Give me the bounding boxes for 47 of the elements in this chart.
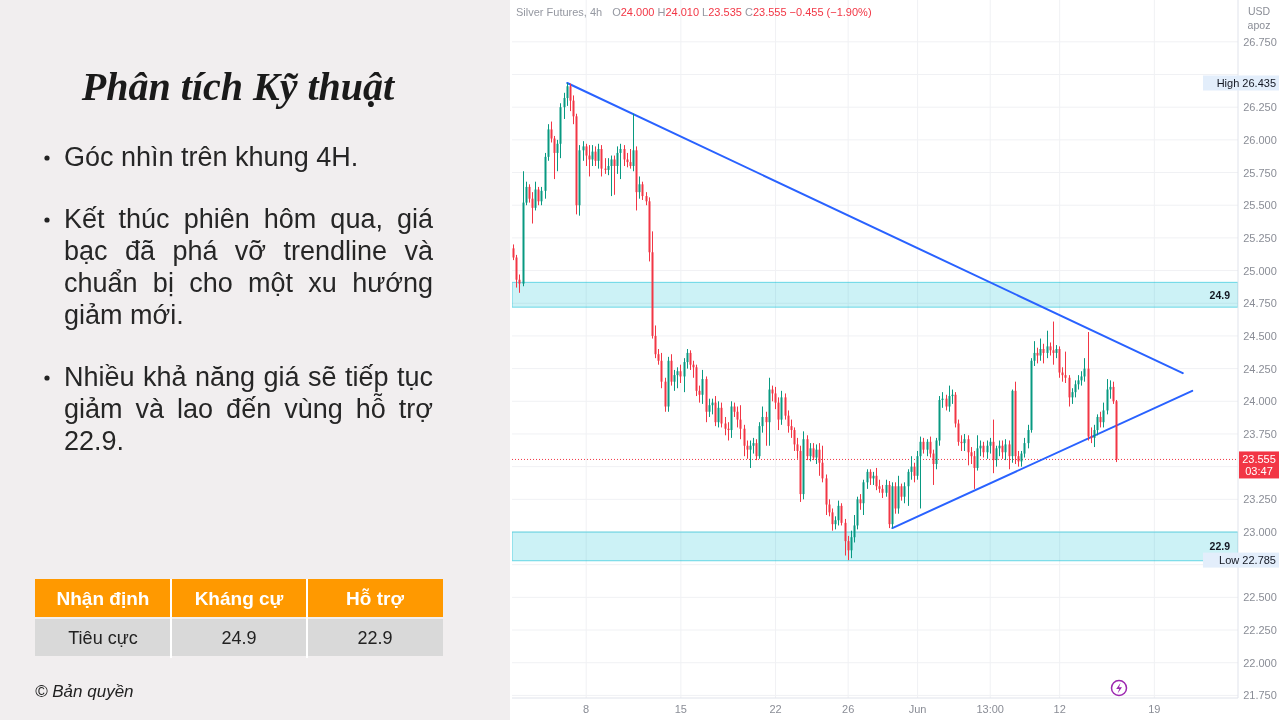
category-label: Hỗ trợ: [346, 587, 405, 609]
text: 22.9: [357, 627, 393, 648]
category-label: Nhận định: [56, 587, 150, 609]
y-tick-label: 22.000: [1243, 656, 1277, 669]
y-tick-label: 25.250: [1243, 231, 1277, 244]
text: Nhiều khả năng giá sẽ tiếp tục giảm và lao đến vùng hỗ trợ 22.9.: [64, 362, 434, 456]
band-label: 22.9: [1209, 540, 1231, 553]
candlestick: [1064, 351, 1067, 383]
x-tick-label: 13:00: [976, 703, 1004, 715]
y-tick-label: 24.750: [1243, 297, 1277, 310]
text: Silver Futures, 4h: [516, 6, 603, 18]
text: Góc nhìn trên khung 4H.: [64, 142, 359, 172]
text: apoz: [1247, 19, 1271, 31]
y-tick-label: 21.750: [1243, 689, 1277, 702]
annotation: Low 22.785: [1219, 554, 1276, 567]
x-tick-label: 8: [583, 703, 590, 715]
y-tick-label: 23.250: [1243, 493, 1277, 506]
x-tick-label: 22: [769, 703, 782, 715]
band-label: 24.9: [1209, 288, 1231, 301]
annotation: High 26.435: [1216, 77, 1276, 89]
text: Kết thúc phiên hôm qua, giá bạc đã phá vỡ trendline và chuẩn bị cho một xu hướng giảm mới.: [64, 204, 434, 330]
text: © Bản quyền: [35, 682, 134, 701]
y-tick-label: 24.000: [1243, 395, 1277, 408]
x-tick-label: 15: [674, 703, 687, 715]
y-tick-label: 22.250: [1243, 624, 1277, 637]
y-tick-label: 23.000: [1243, 526, 1277, 538]
category-label: Kháng cự: [194, 587, 284, 609]
y-tick-label: 24.500: [1243, 329, 1277, 342]
y-tick-label: 22.500: [1243, 591, 1277, 604]
x-tick-label: 19: [1148, 703, 1161, 715]
ref-line-label: 23.555 03:47: [1242, 453, 1276, 477]
text: Phân tích Kỹ thuật: [80, 64, 397, 109]
y-tick-label: 25.000: [1243, 264, 1277, 277]
y-tick-label: 23.750: [1243, 427, 1277, 440]
y-tick-label: 26.750: [1243, 35, 1277, 48]
x-tick-label: Jun: [908, 703, 927, 715]
y-tick-label: 26.250: [1243, 101, 1277, 114]
text: Tiêu cực: [68, 627, 138, 648]
y-axis-title: USD: [1247, 5, 1271, 17]
text: O24.000 H24.010 L23.535 C23.555 −0.455 (−1.90%): [612, 6, 872, 18]
y-tick-label: 25.500: [1243, 199, 1277, 212]
x-tick-label: 26: [842, 703, 855, 715]
y-tick-label: 26.000: [1243, 133, 1277, 146]
x-tick-label: 12: [1053, 703, 1066, 715]
text: 24.9: [221, 627, 257, 648]
y-tick-label: 25.750: [1243, 166, 1277, 179]
y-tick-label: 24.250: [1243, 362, 1277, 375]
